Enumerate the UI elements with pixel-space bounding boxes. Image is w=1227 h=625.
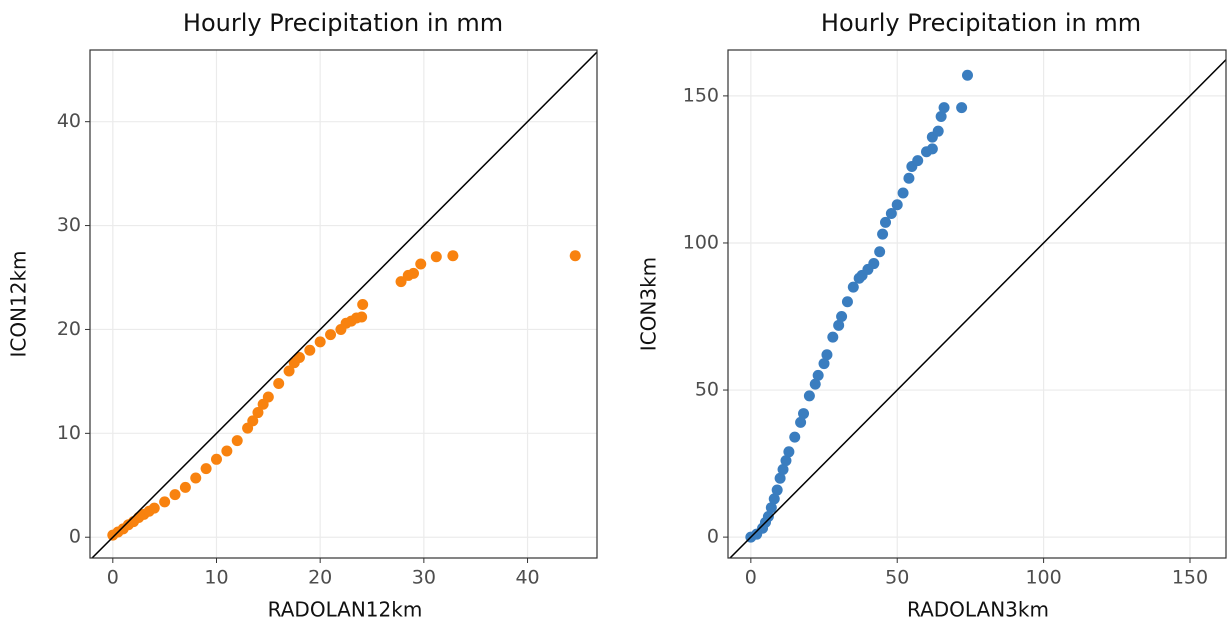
point [809,378,821,390]
point [926,143,938,155]
point [932,125,944,137]
y-tick-label: 100 [683,231,719,253]
plot-area [91,51,597,558]
point [777,463,789,475]
plot-border [89,49,598,559]
point [200,463,212,475]
x-tick-label: 30 [412,567,436,589]
point [903,172,915,184]
x-tick-label: 40 [515,567,539,589]
point [935,110,947,122]
chart-title: Hourly Precipitation in mm [183,9,503,37]
point [179,481,191,493]
point [395,276,407,288]
point [273,377,285,389]
point [789,431,801,443]
point [771,484,783,496]
point [780,455,792,467]
y-tick-label: 20 [57,318,81,340]
point [885,208,897,220]
point [169,489,181,501]
point [283,365,295,377]
x-tick-label: 50 [885,567,909,589]
point [891,199,903,211]
point [833,319,845,331]
x-tick-label: 10 [204,567,228,589]
point [252,407,264,419]
y-axis-label: ICON3km [637,257,661,351]
identity-line [91,51,597,558]
point [304,344,316,356]
point [803,390,815,402]
x-axis-label: RADOLAN12km [268,598,423,622]
point [956,102,968,114]
x-axis-label: RADOLAN3km [907,598,1049,622]
point [357,299,369,311]
point [325,329,337,341]
point [262,391,274,403]
point [247,415,259,427]
point [356,311,368,323]
point [415,258,427,270]
point [148,502,160,514]
y-tick-label: 0 [69,526,81,548]
y-tick-label: 10 [57,422,81,444]
y-tick-label: 40 [57,110,81,132]
point [880,216,892,228]
point [821,349,833,361]
x-tick-label: 0 [745,567,757,589]
point [762,511,774,523]
plot-border [727,49,1227,559]
point [774,472,786,484]
x-tick-label: 0 [107,567,119,589]
point [569,250,581,262]
y-tick-label: 150 [683,84,719,106]
point [783,446,795,458]
point [159,496,171,508]
point [912,155,924,167]
x-tick-label: 20 [308,567,332,589]
y-tick-label: 30 [57,214,81,236]
panel: 0 50 100 150 0 50 100 150 Hourly Precipitation i… [637,9,1227,622]
point [795,416,807,428]
x-tick-label: 150 [1172,567,1208,589]
point [447,250,459,262]
point [765,502,777,514]
identity-line [728,58,1226,558]
point [897,187,909,199]
point [836,311,848,323]
point [841,296,853,308]
point [818,358,830,370]
point [314,336,326,348]
point [961,69,973,81]
point [231,435,243,447]
point [877,228,889,240]
point [407,267,419,279]
point [798,408,810,420]
point [812,369,824,381]
point [430,251,442,263]
point [293,352,305,364]
point [938,102,950,114]
point [868,258,880,270]
panel: 0 10 20 30 40 0 10 20 30 40 Hourly Precipitation i… [7,9,598,622]
point [847,281,859,293]
point [221,445,233,457]
point [190,472,202,484]
plot-area [728,58,1226,558]
y-tick-label: 50 [695,379,719,401]
point [874,246,886,258]
point [768,493,780,505]
x-tick-label: 100 [1025,567,1061,589]
y-tick-label: 0 [707,526,719,548]
point [827,331,839,343]
chart-title: Hourly Precipitation in mm [821,9,1141,37]
y-axis-label: ICON12km [7,250,31,357]
point [210,453,222,465]
